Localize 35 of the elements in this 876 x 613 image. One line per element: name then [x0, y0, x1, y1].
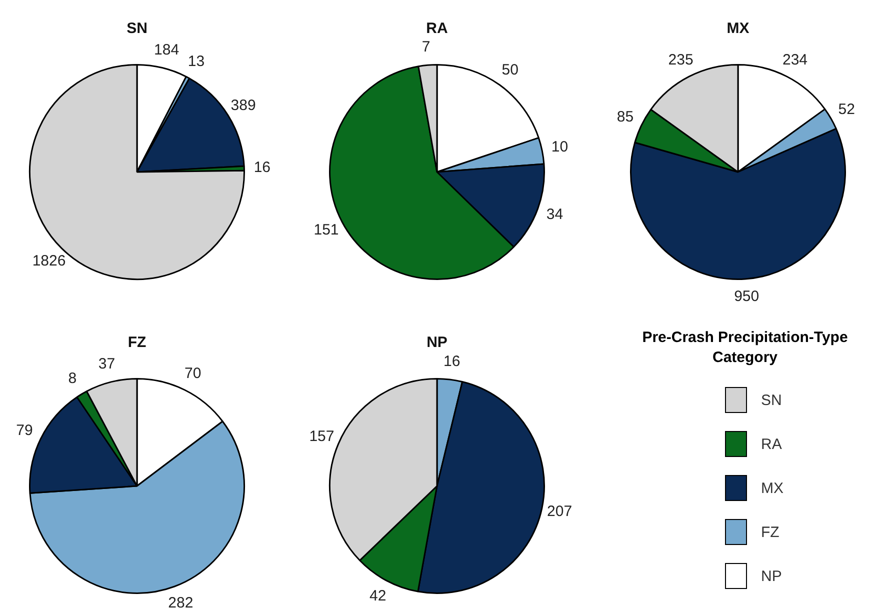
data-label: 16: [254, 158, 271, 176]
data-label: 34: [546, 206, 564, 223]
data-label: 157: [309, 428, 334, 446]
data-label: 37: [98, 356, 116, 373]
data-label: 8: [68, 370, 77, 387]
chart-title: MX: [726, 20, 750, 38]
data-label: 52: [838, 100, 855, 118]
data-label: 79: [16, 422, 33, 440]
data-label: 1826: [32, 252, 66, 270]
legend-label: SN: [761, 392, 782, 408]
legend-label: RA: [761, 436, 782, 452]
data-label: 151: [314, 222, 339, 239]
chart-title: RA: [426, 20, 448, 38]
data-label: 950: [734, 288, 760, 306]
data-label: 50: [502, 61, 518, 78]
legend-title: Pre-Crash Precipitation-Type Category: [641, 328, 849, 368]
chart-title: FZ: [128, 334, 146, 352]
legend-label: NP: [761, 568, 782, 584]
data-label: 42: [370, 588, 386, 605]
data-label: 234: [782, 52, 808, 69]
data-label: 235: [668, 52, 694, 69]
legend-label: FZ: [761, 524, 780, 540]
data-label: 85: [616, 108, 634, 126]
data-label: 7: [422, 38, 430, 56]
chart-title: NP: [426, 334, 448, 352]
data-label: 184: [154, 41, 180, 58]
data-label: 13: [188, 52, 205, 70]
data-label: 389: [230, 96, 256, 114]
data-label: 207: [547, 503, 572, 520]
data-label: 70: [184, 365, 202, 382]
data-label: 10: [551, 138, 568, 156]
legend-label: MX: [761, 480, 784, 496]
chart-title: SN: [126, 20, 148, 38]
data-label: 282: [168, 594, 194, 612]
data-label: 16: [444, 352, 460, 370]
